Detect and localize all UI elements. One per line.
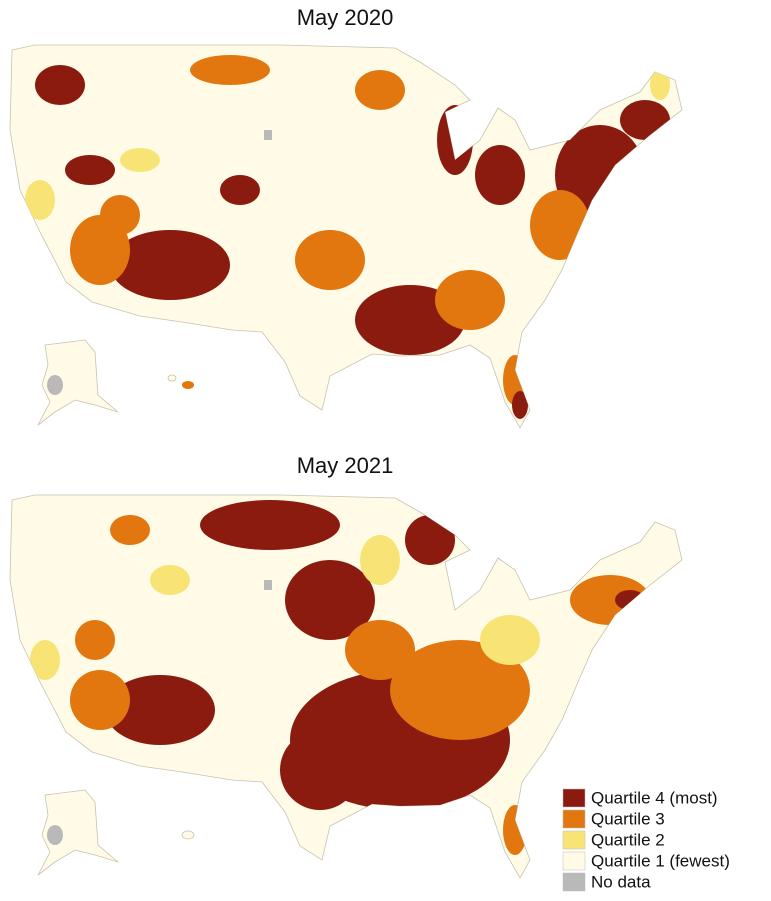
legend-label: No data xyxy=(591,872,651,891)
legend-swatch xyxy=(562,830,586,850)
map xyxy=(9,494,683,879)
legend-swatch xyxy=(562,788,586,808)
map xyxy=(9,44,683,429)
legend-swatch xyxy=(562,851,586,871)
legend-swatch xyxy=(562,809,586,829)
map-title: May 2020 xyxy=(297,5,394,30)
legend-label: Quartile 3 xyxy=(591,809,665,828)
legend-label: Quartile 4 (most) xyxy=(591,788,718,807)
legend: Quartile 4 (most) Quartile 3 Quartile 2 Qua… xyxy=(562,788,730,892)
map-title: May 2021 xyxy=(297,453,394,478)
legend-label: Quartile 1 (fewest) xyxy=(591,851,730,870)
legend-swatch xyxy=(562,872,586,892)
legend-label: Quartile 2 xyxy=(591,830,665,849)
